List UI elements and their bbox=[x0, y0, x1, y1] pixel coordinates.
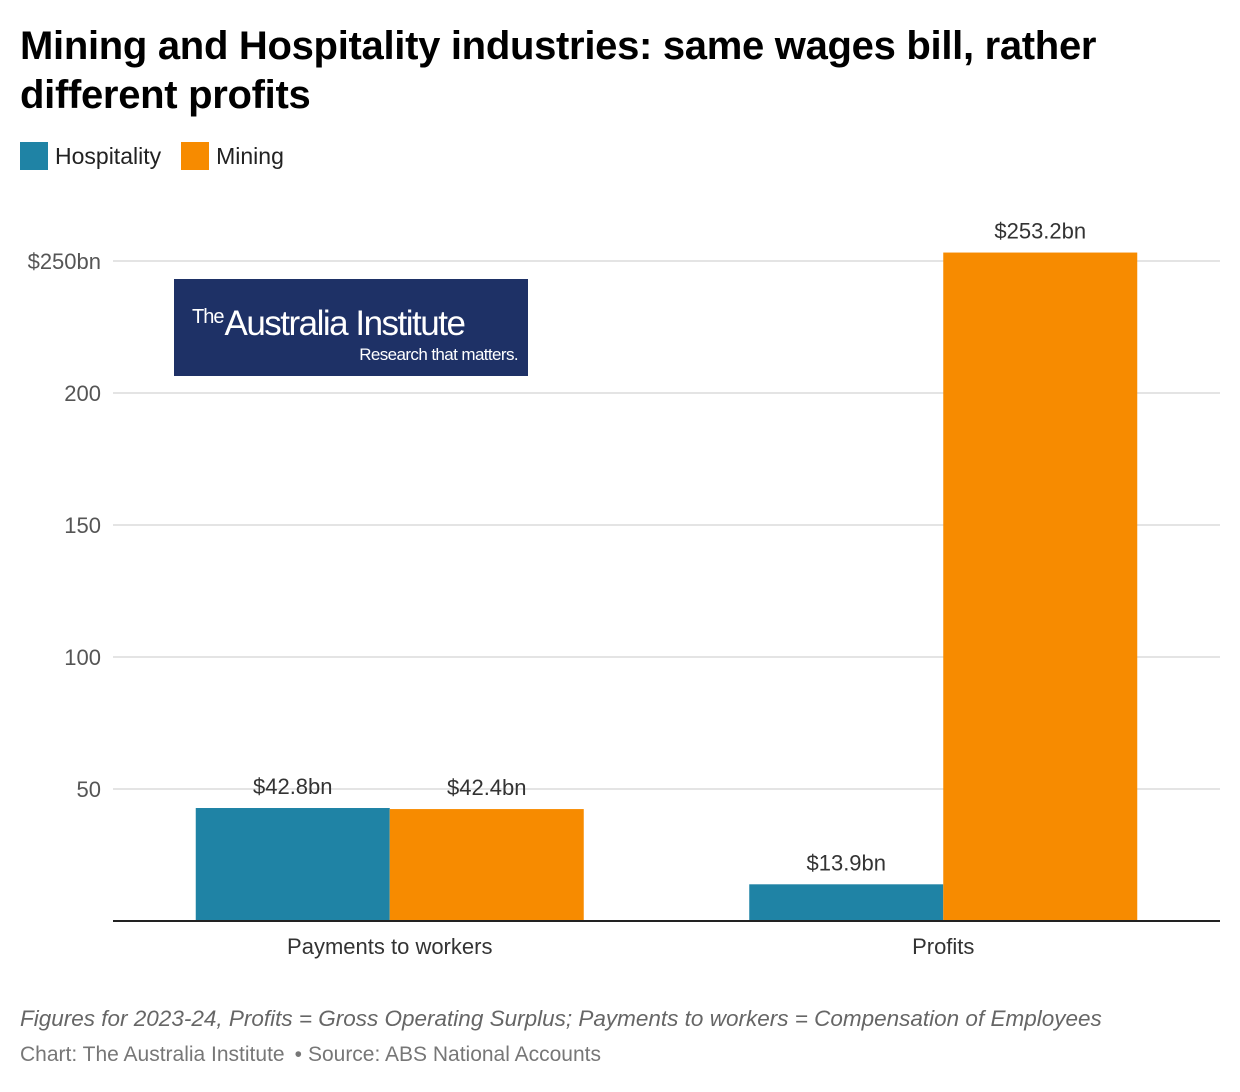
legend: Hospitality Mining bbox=[20, 142, 304, 170]
legend-label-hospitality: Hospitality bbox=[55, 142, 162, 169]
bar-mining-profits bbox=[943, 252, 1138, 921]
data-label: $42.8bn bbox=[253, 774, 333, 799]
data-label: $253.2bn bbox=[994, 219, 1086, 244]
credit-chart: Chart: The Australia Institute bbox=[20, 1043, 285, 1066]
data-label: $42.4bn bbox=[447, 775, 527, 800]
legend-label-mining: Mining bbox=[216, 142, 284, 169]
y-tick-label: 150 bbox=[64, 513, 101, 538]
chart-title: Mining and Hospitality industries: same … bbox=[20, 24, 1097, 117]
credit-source: Source: ABS National Accounts bbox=[307, 1043, 601, 1066]
x-tick-label: Profits bbox=[912, 934, 974, 959]
legend-item-mining[interactable]: Mining bbox=[181, 142, 284, 170]
legend-swatch-hospitality bbox=[20, 142, 48, 170]
bar-hospitality-profits bbox=[749, 884, 944, 921]
bar-hospitality-payments bbox=[195, 808, 390, 921]
y-tick-label: 100 bbox=[64, 645, 101, 670]
chart-credits: Chart: The Australia Institute • Source: A… bbox=[20, 1043, 601, 1067]
y-tick-label: 50 bbox=[77, 777, 101, 802]
y-tick-label: 200 bbox=[64, 381, 101, 406]
x-tick-label: Payments to workers bbox=[287, 934, 492, 959]
australia-institute-logo: TheAustralia Institute Research that mat… bbox=[174, 279, 528, 376]
y-tick-label: $250bn bbox=[28, 249, 101, 274]
credit-separator: • bbox=[294, 1043, 302, 1066]
bar-mining-payments bbox=[389, 809, 584, 921]
data-label: $13.9bn bbox=[806, 850, 886, 875]
legend-swatch-mining bbox=[181, 142, 210, 170]
chart-footnote: Figures for 2023-24, Profits = Gross Ope… bbox=[20, 1006, 1102, 1031]
logo-tagline: Research that matters. bbox=[359, 345, 518, 364]
legend-item-hospitality[interactable]: Hospitality bbox=[20, 142, 161, 170]
bar-chart: 50 100 150 200 $250bn $42.8bn $42.4bn Payments … bbox=[28, 219, 1220, 959]
logo-wordmark: TheAustralia Institute bbox=[192, 304, 466, 343]
